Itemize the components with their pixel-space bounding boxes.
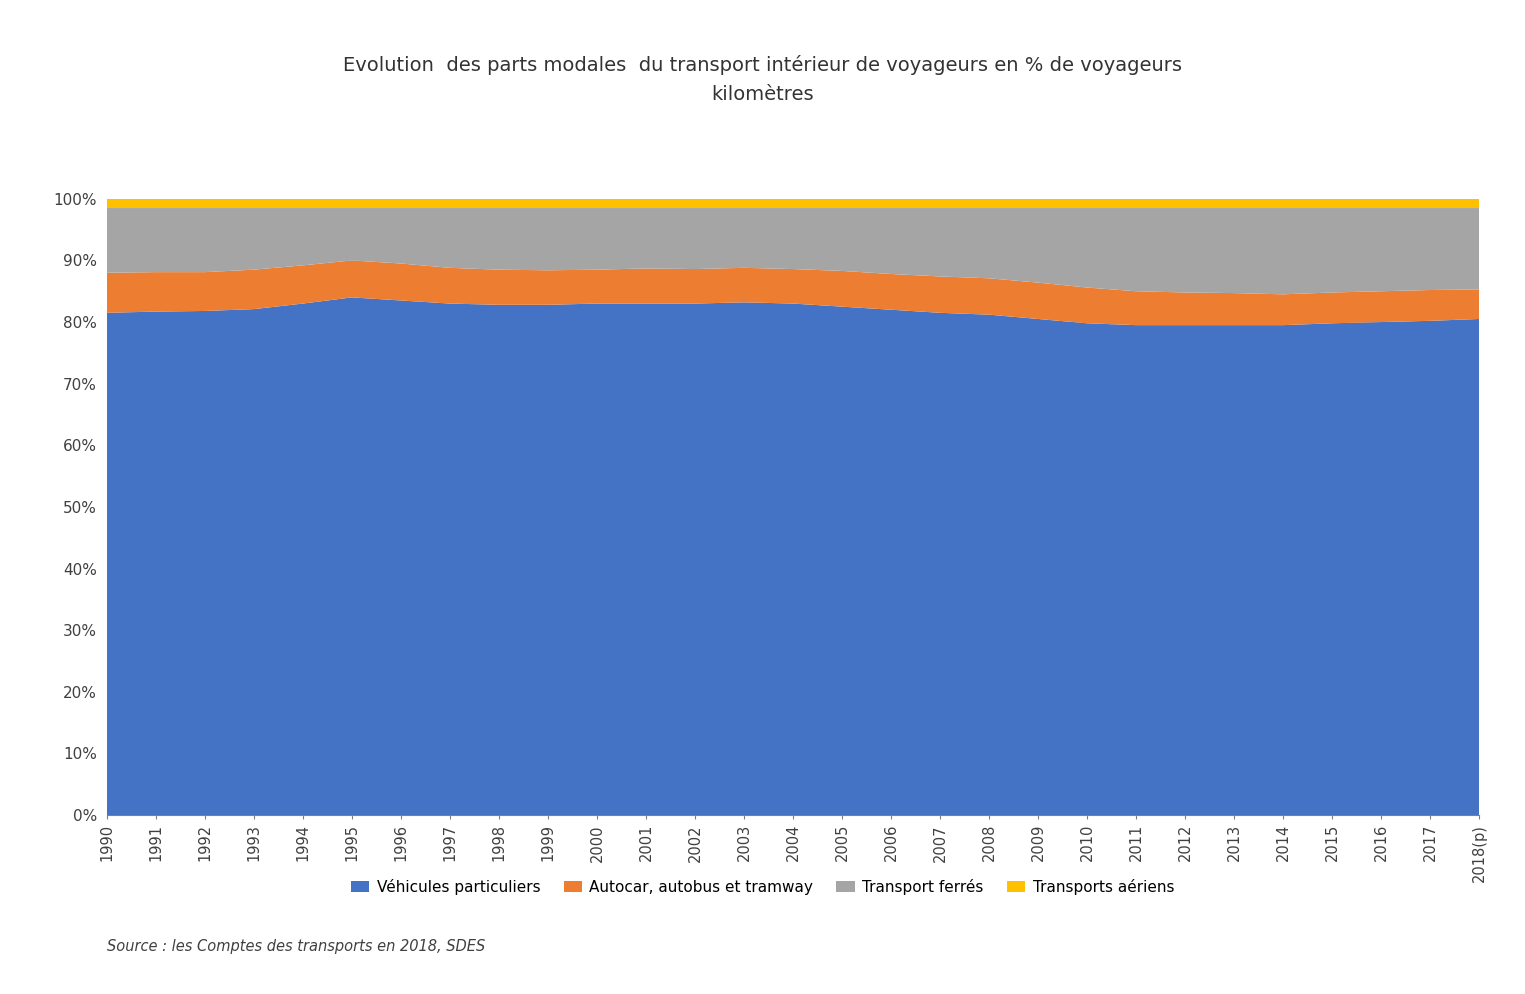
Text: kilomètres: kilomètres xyxy=(711,84,814,104)
Text: Evolution  des parts modales  du transport intérieur de voyageurs en % de voyage: Evolution des parts modales du transport… xyxy=(343,55,1182,75)
Legend: Véhicules particuliers, Autocar, autobus et tramway, Transport ferrés, Transport: Véhicules particuliers, Autocar, autobus… xyxy=(345,873,1180,901)
Text: Source : les Comptes des transports en 2018, SDES: Source : les Comptes des transports en 2… xyxy=(107,939,485,954)
